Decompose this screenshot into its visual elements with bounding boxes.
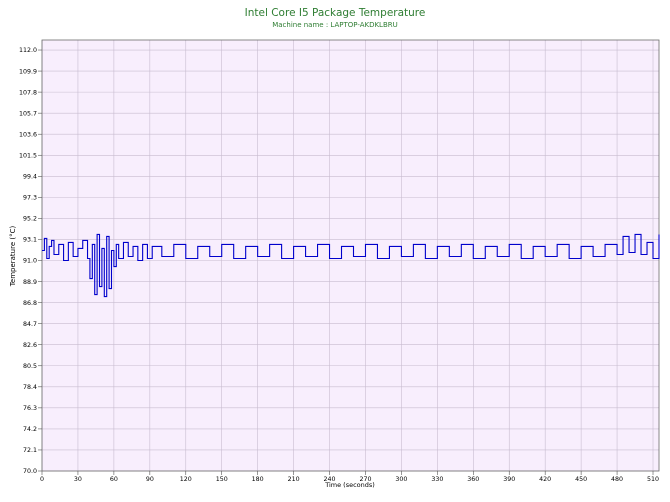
y-tick-label: 105.7 (19, 110, 37, 117)
x-tick-label: 60 (110, 476, 118, 483)
x-tick-label: 180 (252, 476, 264, 483)
y-tick-label: 86.8 (23, 300, 37, 307)
y-tick-label: 72.1 (23, 447, 37, 454)
x-tick-label: 360 (467, 476, 479, 483)
y-tick-label: 109.9 (19, 68, 37, 75)
x-tick-label: 240 (324, 476, 336, 483)
y-tick-label: 74.2 (23, 426, 37, 433)
y-axis-label: Temperature (°C) (9, 226, 17, 288)
x-tick-label: 270 (359, 476, 371, 483)
x-tick-label: 210 (288, 476, 300, 483)
y-tick-label: 82.6 (23, 342, 37, 349)
y-tick-label: 99.4 (23, 174, 37, 181)
y-tick-label: 88.9 (23, 279, 37, 286)
x-axis-label: Time (seconds) (324, 481, 375, 489)
y-tick-label: 70.0 (23, 468, 37, 475)
chart-subtitle: Machine name : LAPTOP-AKDKLBRU (272, 21, 398, 29)
y-tick-label: 112.0 (19, 47, 37, 54)
y-tick-label: 80.5 (23, 363, 37, 370)
y-tick-label: 97.3 (23, 195, 37, 202)
x-tick-label: 120 (180, 476, 192, 483)
y-tick-label: 107.8 (19, 89, 37, 96)
x-axis: 0 30 60 90 120 150 180 210 240 270 300 330 360 390 420… (40, 471, 659, 483)
x-tick-label: 90 (146, 476, 154, 483)
x-tick-label: 300 (395, 476, 407, 483)
chart-title: Intel Core I5 Package Temperature (245, 7, 426, 19)
y-tick-label: 103.6 (19, 131, 37, 138)
x-tick-label: 390 (503, 476, 515, 483)
y-tick-label: 76.3 (23, 405, 37, 412)
x-tick-label: 480 (611, 476, 623, 483)
y-tick-label: 101.5 (19, 152, 37, 159)
y-tick-label: 78.4 (23, 384, 37, 391)
plot-area (41, 39, 660, 472)
y-tick-label: 95.2 (23, 216, 37, 223)
y-axis: 70.0 72.1 74.2 76.3 78.4 80.5 82.6 84.7 86.8 88.9… (19, 47, 42, 475)
x-tick-label: 450 (575, 476, 587, 483)
x-tick-label: 150 (216, 476, 228, 483)
x-tick-label: 0 (40, 476, 44, 483)
x-tick-label: 510 (647, 476, 659, 483)
temperature-series-line (42, 233, 660, 298)
y-tick-label: 93.1 (23, 237, 37, 244)
x-tick-label: 330 (431, 476, 443, 483)
x-tick-label: 30 (74, 476, 82, 483)
x-tick-label: 420 (539, 476, 551, 483)
y-tick-label: 84.7 (23, 321, 37, 328)
y-tick-label: 91.0 (23, 258, 37, 265)
plot-background (42, 40, 659, 471)
